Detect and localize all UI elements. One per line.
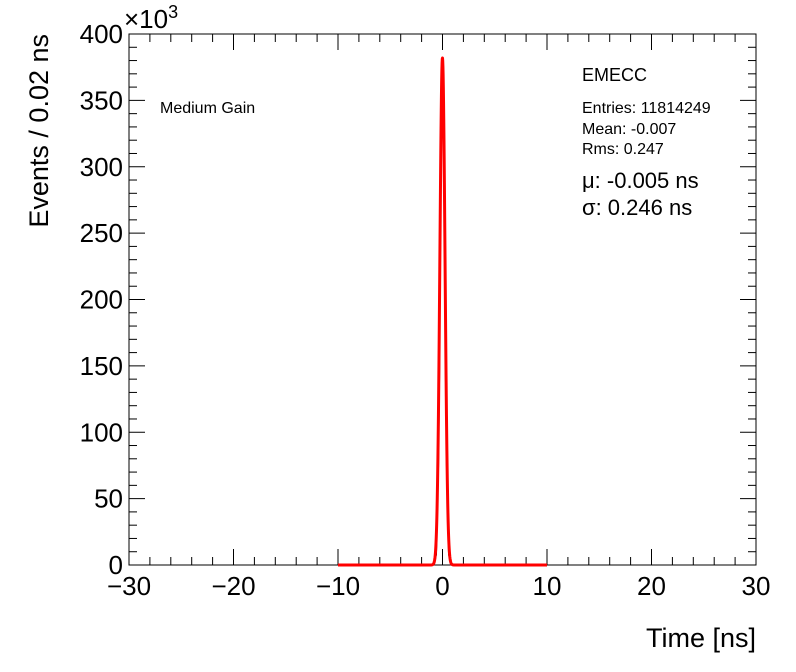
sigma-label: σ: 0.246 ns	[582, 195, 692, 220]
x-tick-label: 0	[435, 571, 449, 601]
x-tick-label: 20	[637, 571, 666, 601]
y-axis-label: Events / 0.02 ns	[24, 34, 54, 228]
x-tick-label: −10	[316, 571, 360, 601]
y-tick-labels: 0 50 100 150 200 250 300 350 400	[80, 19, 123, 580]
detector-label: EMECC	[582, 65, 647, 85]
y-tick-label: 350	[80, 85, 123, 115]
y-tick-label: 200	[80, 285, 123, 315]
x-tick-label: 30	[742, 571, 771, 601]
y-tick-label: 300	[80, 152, 123, 182]
y-multiplier-base: ×10	[124, 4, 168, 34]
x-axis-label: Time [ns]	[646, 623, 756, 653]
rms-label: Rms: 0.247	[582, 141, 664, 158]
y-tick-label: 100	[80, 417, 123, 447]
x-tick-label: −20	[211, 571, 255, 601]
fit-layer	[336, 56, 549, 567]
y-multiplier-exponent: 3	[168, 2, 178, 22]
x-tick-labels: −30 −20 −10 0 10 20 30	[107, 571, 771, 601]
mean-label: Mean: -0.007	[582, 121, 676, 138]
y-tick-label: 250	[80, 218, 123, 248]
y-tick-label: 150	[80, 351, 123, 381]
fit-curve	[336, 56, 549, 567]
x-tick-label: 10	[533, 571, 562, 601]
y-multiplier: ×103	[124, 2, 178, 34]
mu-label: μ: -0.005 ns	[582, 168, 699, 193]
y-tick-label: 0	[109, 550, 123, 580]
x-tick-label: −30	[107, 571, 151, 601]
y-tick-label: 400	[80, 19, 123, 49]
y-tick-label: 50	[94, 484, 123, 514]
entries-label: Entries: 11814249	[582, 100, 711, 117]
gain-label: Medium Gain	[160, 100, 255, 117]
axis-ticks	[128, 33, 757, 566]
